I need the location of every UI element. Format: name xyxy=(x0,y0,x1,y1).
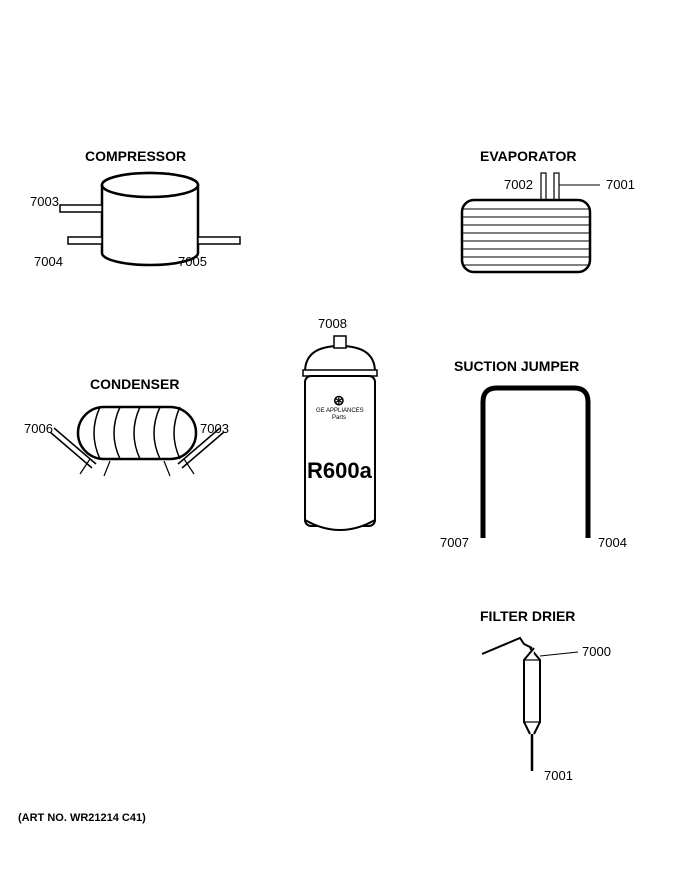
refrigerant-drawing xyxy=(280,334,400,544)
condenser-title: CONDENSER xyxy=(90,376,179,392)
condenser-drawing xyxy=(30,392,250,492)
refrigerant-brand-symbol: ⊛ xyxy=(333,392,345,409)
suction-jumper-title: SUCTION JUMPER xyxy=(454,358,579,374)
art-number: (ART NO. WR21214 C41) xyxy=(18,812,146,824)
compressor-title: COMPRESSOR xyxy=(85,148,186,164)
filter-drier-callout-7001: 7001 xyxy=(544,768,573,783)
condenser-callout-7003: 7003 xyxy=(200,421,229,436)
suction-jumper-drawing xyxy=(448,378,638,548)
compressor-callout-7004: 7004 xyxy=(34,254,63,269)
suction-jumper-callout-7004: 7004 xyxy=(598,535,627,550)
evaporator-title: EVAPORATOR xyxy=(480,148,576,164)
refrigerant-brand-line2: Parts xyxy=(332,415,346,421)
filter-drier-callout-7000: 7000 xyxy=(582,644,611,659)
condenser-callout-7006: 7006 xyxy=(24,421,53,436)
suction-jumper-callout-7007: 7007 xyxy=(440,535,469,550)
evaporator-callout-7002: 7002 xyxy=(504,177,533,192)
compressor-callout-7005: 7005 xyxy=(178,254,207,269)
evaporator-callout-7001: 7001 xyxy=(606,177,635,192)
refrigerant-label: R600a xyxy=(307,458,372,484)
compressor-drawing xyxy=(40,165,250,285)
filter-drier-title: FILTER DRIER xyxy=(480,608,575,624)
refrigerant-brand-line1: GE APPLIANCES xyxy=(316,408,364,414)
refrigerant-callout-7008: 7008 xyxy=(318,316,347,331)
compressor-callout-7003: 7003 xyxy=(30,194,59,209)
